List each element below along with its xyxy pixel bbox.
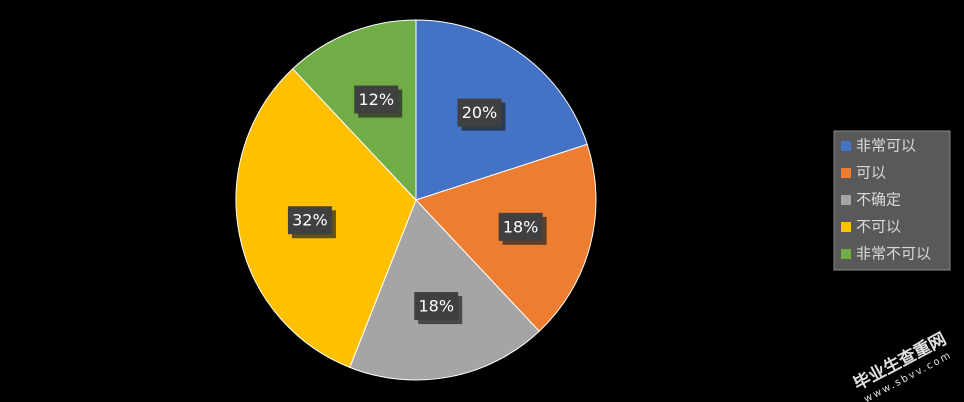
legend-label: 可以: [856, 164, 886, 182]
legend-swatch: [841, 249, 851, 259]
data-label-box: [287, 206, 332, 235]
legend-box: [833, 130, 951, 271]
legend-swatch: [841, 141, 851, 151]
legend-label: 非常不可以: [856, 245, 931, 263]
data-label-box: [414, 292, 459, 321]
data-label: 32%: [292, 211, 328, 230]
data-label-box: [498, 212, 543, 241]
data-label: 20%: [462, 103, 498, 122]
legend-label: 不确定: [856, 191, 901, 209]
legend-swatch: [841, 195, 851, 205]
pie-slice: [349, 199, 540, 381]
legend-label: 非常可以: [856, 137, 916, 155]
data-label-box: [354, 85, 399, 114]
data-label-box: [457, 98, 502, 127]
data-label: 12%: [358, 90, 394, 109]
legend-label: 不可以: [856, 218, 901, 236]
legend-swatch: [841, 222, 851, 232]
data-label: 18%: [503, 217, 539, 236]
data-label: 18%: [418, 297, 454, 316]
legend-swatch: [841, 168, 851, 178]
